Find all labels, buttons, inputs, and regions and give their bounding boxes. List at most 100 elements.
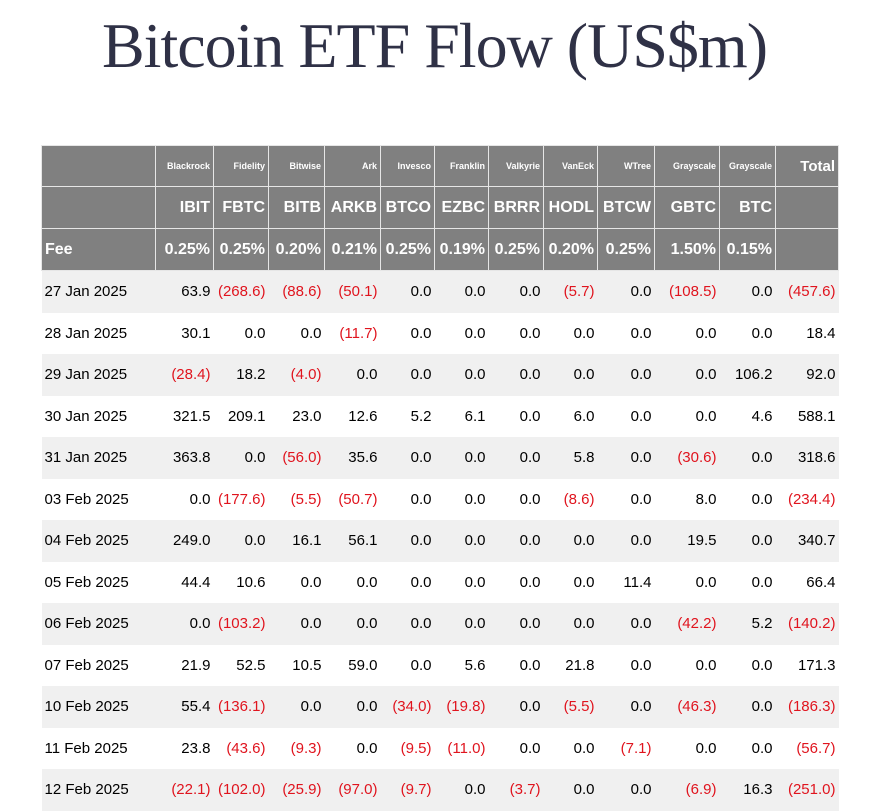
ticker-corner-cell — [41, 186, 156, 229]
flow-cell: (8.6) — [543, 478, 598, 520]
fee-value: 0.25% — [597, 228, 655, 271]
ticker-header: BITB — [268, 186, 325, 229]
flow-cell: 0.0 — [488, 437, 544, 479]
total-cell: 171.3 — [775, 644, 839, 686]
flow-cell: (5.5) — [543, 686, 598, 728]
table-row: 30 Jan 2025 321.5 209.1 23.0 12.6 5.2 6.1 0.0 6.… — [41, 395, 839, 437]
flow-cell: 0.0 — [597, 603, 655, 645]
flow-cell: 0.0 — [654, 727, 720, 769]
flow-cell: (103.2) — [213, 603, 269, 645]
flow-cell: 0.0 — [719, 437, 776, 479]
flow-cell: 0.0 — [719, 270, 776, 313]
flow-cell: 0.0 — [434, 769, 489, 811]
flow-cell: 56.1 — [324, 520, 381, 562]
fee-value: 0.15% — [719, 228, 776, 271]
date-cell: 04 Feb 2025 — [41, 520, 156, 562]
fee-value: 0.25% — [155, 228, 214, 271]
flow-cell: 0.0 — [380, 437, 435, 479]
flow-cell: 0.0 — [488, 270, 544, 313]
flow-cell: 6.1 — [434, 395, 489, 437]
flow-cell: (30.6) — [654, 437, 720, 479]
fee-value: 0.25% — [213, 228, 269, 271]
issuer-header: VanEck — [543, 145, 598, 187]
flow-cell: (11.7) — [324, 312, 381, 354]
flow-cell: 0.0 — [324, 354, 381, 396]
flow-cell: 0.0 — [324, 603, 381, 645]
total-header: Total — [775, 145, 839, 187]
flow-cell: 0.0 — [719, 520, 776, 562]
flow-cell: 249.0 — [155, 520, 214, 562]
issuer-header: Fidelity — [213, 145, 269, 187]
flow-cell: 0.0 — [434, 603, 489, 645]
flow-cell: 0.0 — [597, 270, 655, 313]
flow-cell: 0.0 — [488, 561, 544, 603]
issuer-header: Valkyrie — [488, 145, 544, 187]
fee-value: 0.20% — [543, 228, 598, 271]
fee-value: 1.50% — [654, 228, 720, 271]
flow-cell: 0.0 — [380, 270, 435, 313]
flow-cell: (9.5) — [380, 727, 435, 769]
flow-cell: (50.1) — [324, 270, 381, 313]
flow-cell: 0.0 — [380, 520, 435, 562]
table-row: 12 Feb 2025 (22.1) (102.0) (25.9) (97.0) (9.7… — [41, 769, 839, 811]
issuer-row: Blackrock Fidelity Bitwise Ark Invesco Frankl… — [41, 145, 839, 187]
flow-cell: 16.3 — [719, 769, 776, 811]
flow-cell: 0.0 — [155, 478, 214, 520]
flow-cell: 30.1 — [155, 312, 214, 354]
flow-cell: 55.4 — [155, 686, 214, 728]
ticker-header: ARKB — [324, 186, 381, 229]
issuer-header: Grayscale — [654, 145, 720, 187]
flow-cell: 0.0 — [213, 520, 269, 562]
flow-cell: 0.0 — [488, 644, 544, 686]
fee-value: 0.25% — [488, 228, 544, 271]
flow-cell: 0.0 — [719, 561, 776, 603]
flow-cell: 44.4 — [155, 561, 214, 603]
flow-cell: 0.0 — [654, 561, 720, 603]
date-cell: 10 Feb 2025 — [41, 686, 156, 728]
total-cell: (140.2) — [775, 603, 839, 645]
ticker-header: BTCO — [380, 186, 435, 229]
flow-cell: (88.6) — [268, 270, 325, 313]
issuer-header: WTree — [597, 145, 655, 187]
flow-cell: 0.0 — [488, 354, 544, 396]
flow-cell: 5.8 — [543, 437, 598, 479]
flow-cell: 0.0 — [434, 561, 489, 603]
flow-cell: 0.0 — [488, 686, 544, 728]
flow-cell: 23.8 — [155, 727, 214, 769]
ticker-header: BTCW — [597, 186, 655, 229]
flow-cell: 0.0 — [434, 437, 489, 479]
flow-cell: (42.2) — [654, 603, 720, 645]
flow-cell: 0.0 — [543, 727, 598, 769]
total-cell: 340.7 — [775, 520, 839, 562]
flow-cell: 0.0 — [434, 478, 489, 520]
flow-cell: 0.0 — [597, 686, 655, 728]
flow-cell: 0.0 — [213, 312, 269, 354]
table-body: 27 Jan 2025 63.9 (268.6) (88.6) (50.1) 0.0 0.0… — [41, 270, 839, 811]
flow-cell: (34.0) — [380, 686, 435, 728]
flow-cell: 0.0 — [543, 561, 598, 603]
ticker-header: HODL — [543, 186, 598, 229]
flow-cell: 321.5 — [155, 395, 214, 437]
flow-cell: 5.6 — [434, 644, 489, 686]
flow-cell: 0.0 — [268, 561, 325, 603]
flow-cell: 0.0 — [380, 561, 435, 603]
page-title: Bitcoin ETF Flow (US$m) — [101, 10, 768, 81]
date-cell: 11 Feb 2025 — [41, 727, 156, 769]
table-row: 28 Jan 2025 30.1 0.0 0.0 (11.7) 0.0 0.0 0.0 0.0 0… — [41, 312, 839, 354]
flow-cell: (268.6) — [213, 270, 269, 313]
flow-cell: 0.0 — [380, 603, 435, 645]
flow-cell: 0.0 — [434, 520, 489, 562]
flow-cell: 0.0 — [488, 478, 544, 520]
flow-cell: 0.0 — [719, 478, 776, 520]
flow-cell: (50.7) — [324, 478, 381, 520]
flow-cell: 363.8 — [155, 437, 214, 479]
flow-cell: (4.0) — [268, 354, 325, 396]
date-cell: 30 Jan 2025 — [41, 395, 156, 437]
flow-cell: 0.0 — [155, 603, 214, 645]
flow-cell: 16.1 — [268, 520, 325, 562]
ticker-header: IBIT — [155, 186, 214, 229]
flow-cell: 0.0 — [719, 686, 776, 728]
flow-cell: 18.2 — [213, 354, 269, 396]
flow-cell: 0.0 — [654, 312, 720, 354]
issuer-header: Ark — [324, 145, 381, 187]
